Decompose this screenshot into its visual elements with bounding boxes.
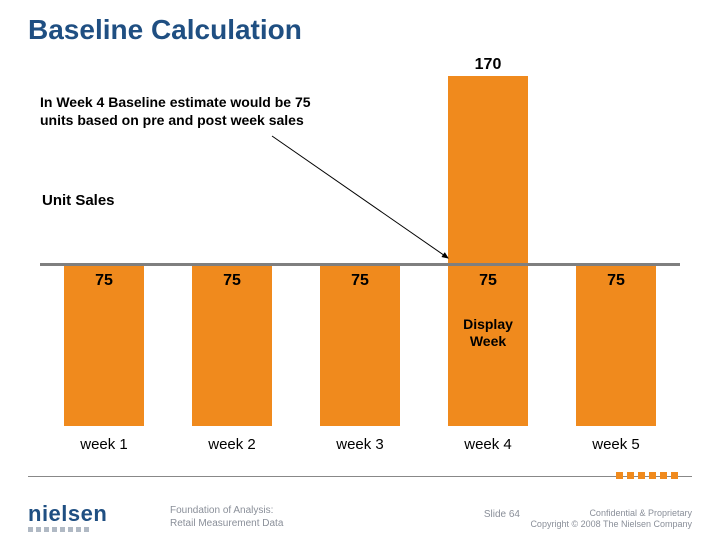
category-row: week 1 week 2 week 3 week 4 week 5 <box>40 436 680 453</box>
bar-value: 75 <box>64 272 144 290</box>
footer-right-line1: Confidential & Proprietary <box>530 508 692 519</box>
bar-value: 75 <box>576 272 656 290</box>
slide: Baseline Calculation 170 In Week 4 Basel… <box>0 0 720 540</box>
footer-center: Foundation of Analysis: Retail Measureme… <box>170 505 283 530</box>
category-label: week 5 <box>557 436 675 453</box>
bar-value: 75 <box>320 272 400 290</box>
page-title: Baseline Calculation <box>0 0 720 50</box>
slide-number: Slide 64 <box>484 509 520 520</box>
display-week-label: Display Week <box>448 316 528 350</box>
bar-slot: 75 <box>301 266 419 426</box>
bar: 75 <box>576 266 656 426</box>
annotation-text: In Week 4 Baseline estimate would be 75 … <box>40 94 320 129</box>
chart: 170 In Week 4 Baseline estimate would be… <box>40 56 680 426</box>
logo: nielsen <box>28 503 107 532</box>
baseline-line <box>40 263 680 266</box>
logo-text: nielsen <box>28 503 107 525</box>
footer-center-line1: Foundation of Analysis: <box>170 505 283 518</box>
category-label: week 2 <box>173 436 291 453</box>
bar-tall: 75 Display Week <box>448 76 528 426</box>
bar: 75 <box>192 266 272 426</box>
category-label: week 4 <box>429 436 547 453</box>
footer-center-line2: Retail Measurement Data <box>170 518 283 531</box>
bar: 75 <box>320 266 400 426</box>
bar-value: 75 <box>192 272 272 290</box>
footer-right-line2: Copyright © 2008 The Nielsen Company <box>530 519 692 530</box>
bar: 75 <box>64 266 144 426</box>
category-label: week 1 <box>45 436 163 453</box>
bar-slot: 75 <box>45 266 163 426</box>
category-label: week 3 <box>301 436 419 453</box>
footer-accent-dots <box>616 472 678 479</box>
bar-slot: 75 Display Week <box>429 76 547 426</box>
tall-bar-top-label: 170 <box>448 56 528 74</box>
footer-rule <box>28 476 692 477</box>
bar-slot: 75 <box>173 266 291 426</box>
bar-value: 75 <box>448 272 528 290</box>
axis-label: Unit Sales <box>42 192 115 209</box>
logo-dots <box>28 527 107 532</box>
footer-right: Confidential & Proprietary Copyright © 2… <box>530 508 692 531</box>
footer: nielsen Foundation of Analysis: Retail M… <box>0 476 720 540</box>
bar-slot: 75 <box>557 266 675 426</box>
